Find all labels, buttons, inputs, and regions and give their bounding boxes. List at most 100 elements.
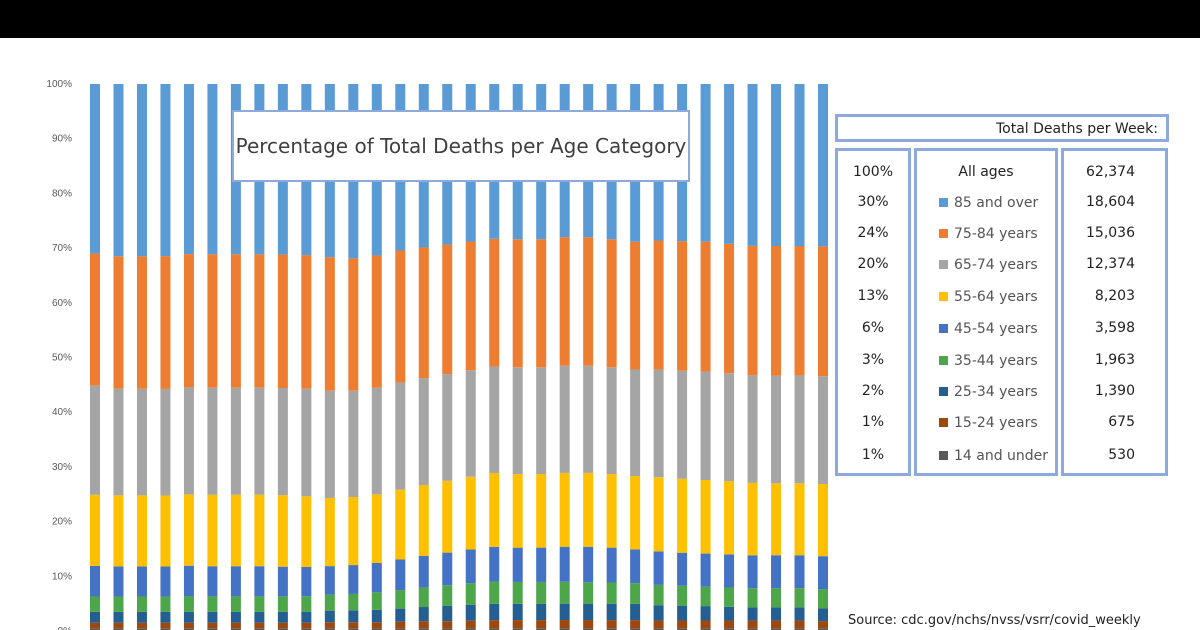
bar-segment-35-44-years bbox=[230, 596, 241, 612]
bar-segment-55-64-years bbox=[301, 496, 312, 567]
bar-segment-75-84-years bbox=[277, 254, 288, 389]
bar-segment-45-54-years bbox=[371, 562, 382, 593]
y-tick-label: 100% bbox=[46, 79, 72, 90]
bar-segment-14-and-under bbox=[724, 628, 735, 630]
bar-segment-65-74-years bbox=[700, 371, 711, 480]
bar-segment-65-74-years bbox=[747, 375, 758, 483]
bar-segment-65-74-years bbox=[536, 367, 547, 475]
percent-cell: 13% bbox=[857, 288, 889, 304]
bar-segment-75-84-years bbox=[254, 254, 265, 388]
bar-segment-45-54-years bbox=[724, 554, 735, 588]
total-cell: 530 bbox=[1108, 447, 1135, 463]
bar-segment-45-54-years bbox=[677, 552, 688, 586]
age-label-cell: 45-54 years bbox=[917, 320, 1055, 338]
bar-segment-35-44-years bbox=[160, 596, 171, 612]
bar-segment-85-and-over bbox=[90, 84, 100, 254]
legend-label: 75-84 years bbox=[954, 226, 1038, 242]
bar-segment-14-and-under bbox=[183, 628, 194, 630]
bar-segment-35-44-years bbox=[677, 585, 688, 606]
bar-segment-35-44-years bbox=[583, 582, 594, 604]
bar-segment-45-54-years bbox=[160, 566, 171, 597]
total-cell: 1,390 bbox=[1094, 383, 1135, 399]
age-label-cell: 75-84 years bbox=[917, 225, 1055, 243]
bar-segment-75-84-years bbox=[90, 253, 100, 386]
bar-segment-25-34-years bbox=[348, 610, 359, 623]
legend-label: 15-24 years bbox=[954, 415, 1038, 431]
bar-segment-65-74-years bbox=[183, 387, 194, 495]
bar-segment-35-44-years bbox=[183, 596, 194, 612]
bar-segment-35-44-years bbox=[489, 581, 500, 604]
bar-segment-45-54-years bbox=[348, 565, 359, 594]
bar-segment-15-24-years bbox=[818, 621, 828, 629]
bar-segment-55-64-years bbox=[371, 494, 382, 563]
bar-segment-55-64-years bbox=[559, 472, 570, 547]
bar-segment-25-34-years bbox=[160, 611, 171, 623]
bar-segment-55-64-years bbox=[277, 495, 288, 567]
age-label-cell: 14 and under bbox=[917, 447, 1055, 465]
total-cell: 18,604 bbox=[1086, 194, 1135, 210]
bar-segment-45-54-years bbox=[653, 551, 664, 585]
top-black-bar bbox=[0, 0, 1200, 38]
bar-segment-35-44-years bbox=[371, 592, 382, 610]
bar-segment-45-54-years bbox=[90, 565, 100, 597]
bar-segment-85-and-over bbox=[771, 84, 782, 247]
bar-segment-14-and-under bbox=[254, 628, 265, 630]
bar-segment-65-74-years bbox=[348, 390, 359, 497]
bar-segment-25-34-years bbox=[630, 603, 641, 621]
bar-segment-55-64-years bbox=[794, 483, 805, 556]
bar-segment-35-44-years bbox=[254, 596, 265, 612]
bar-segment-55-64-years bbox=[606, 474, 617, 548]
bar-segment-85-and-over bbox=[700, 84, 711, 242]
bar-segment-75-84-years bbox=[136, 256, 147, 389]
legend-label: 45-54 years bbox=[954, 321, 1038, 337]
bar-segment-65-74-years bbox=[465, 370, 476, 477]
bar-segment-65-74-years bbox=[113, 388, 124, 496]
legend-swatch bbox=[939, 260, 948, 269]
bar-segment-65-74-years bbox=[818, 376, 828, 485]
age-label-cell: 55-64 years bbox=[917, 288, 1055, 306]
percent-cell: 24% bbox=[857, 225, 889, 241]
bar-segment-75-84-years bbox=[559, 237, 570, 366]
bar-segment-55-64-years bbox=[512, 474, 523, 548]
bar-segment-45-54-years bbox=[395, 559, 406, 591]
bar-segment-45-54-years bbox=[465, 549, 476, 584]
bar-segment-55-64-years bbox=[465, 476, 476, 550]
bar-segment-15-24-years bbox=[207, 622, 218, 629]
bar-segment-35-44-years bbox=[301, 596, 312, 612]
bar-segment-14-and-under bbox=[536, 628, 547, 630]
bar-segment-25-34-years bbox=[700, 606, 711, 621]
bar-segment-65-74-years bbox=[254, 387, 265, 495]
bar-segment-25-34-years bbox=[724, 606, 735, 621]
bar-segment-25-34-years bbox=[442, 605, 453, 622]
bar-segment-45-54-years bbox=[301, 566, 312, 597]
bar-segment-75-84-years bbox=[442, 244, 453, 375]
bar-segment-75-84-years bbox=[348, 258, 359, 391]
percent-cell: 6% bbox=[861, 320, 885, 336]
bar-segment-15-24-years bbox=[559, 620, 570, 629]
bar-segment-14-and-under bbox=[301, 628, 312, 630]
total-cell: 12,374 bbox=[1086, 256, 1135, 272]
bar-segment-55-64-years bbox=[207, 494, 218, 567]
bar-segment-14-and-under bbox=[371, 628, 382, 630]
bar-segment-35-44-years bbox=[348, 593, 359, 611]
bar-segment-75-84-years bbox=[630, 241, 641, 370]
bar-segment-45-54-years bbox=[630, 549, 641, 584]
bar-segment-15-24-years bbox=[583, 620, 594, 629]
bar-segment-14-and-under bbox=[794, 628, 805, 630]
bar-segment-45-54-years bbox=[818, 556, 828, 590]
bar-segment-14-and-under bbox=[653, 628, 664, 630]
bar-segment-14-and-under bbox=[771, 628, 782, 630]
bar-segment-25-34-years bbox=[113, 611, 124, 623]
bar-segment-25-34-years bbox=[301, 611, 312, 623]
bar-segment-14-and-under bbox=[230, 628, 241, 630]
bar-segment-45-54-years bbox=[277, 566, 288, 597]
bar-segment-75-84-years bbox=[489, 238, 500, 367]
bar-segment-55-64-years bbox=[536, 474, 547, 548]
bar-segment-25-34-years bbox=[207, 611, 218, 623]
bar-segment-65-74-years bbox=[489, 366, 500, 473]
bar-segment-35-44-years bbox=[90, 596, 100, 612]
bar-segment-45-54-years bbox=[183, 565, 194, 597]
total-cell: 3,598 bbox=[1094, 320, 1135, 336]
chart-title-box: Percentage of Total Deaths per Age Categ… bbox=[232, 110, 690, 182]
bar-segment-45-54-years bbox=[512, 547, 523, 582]
